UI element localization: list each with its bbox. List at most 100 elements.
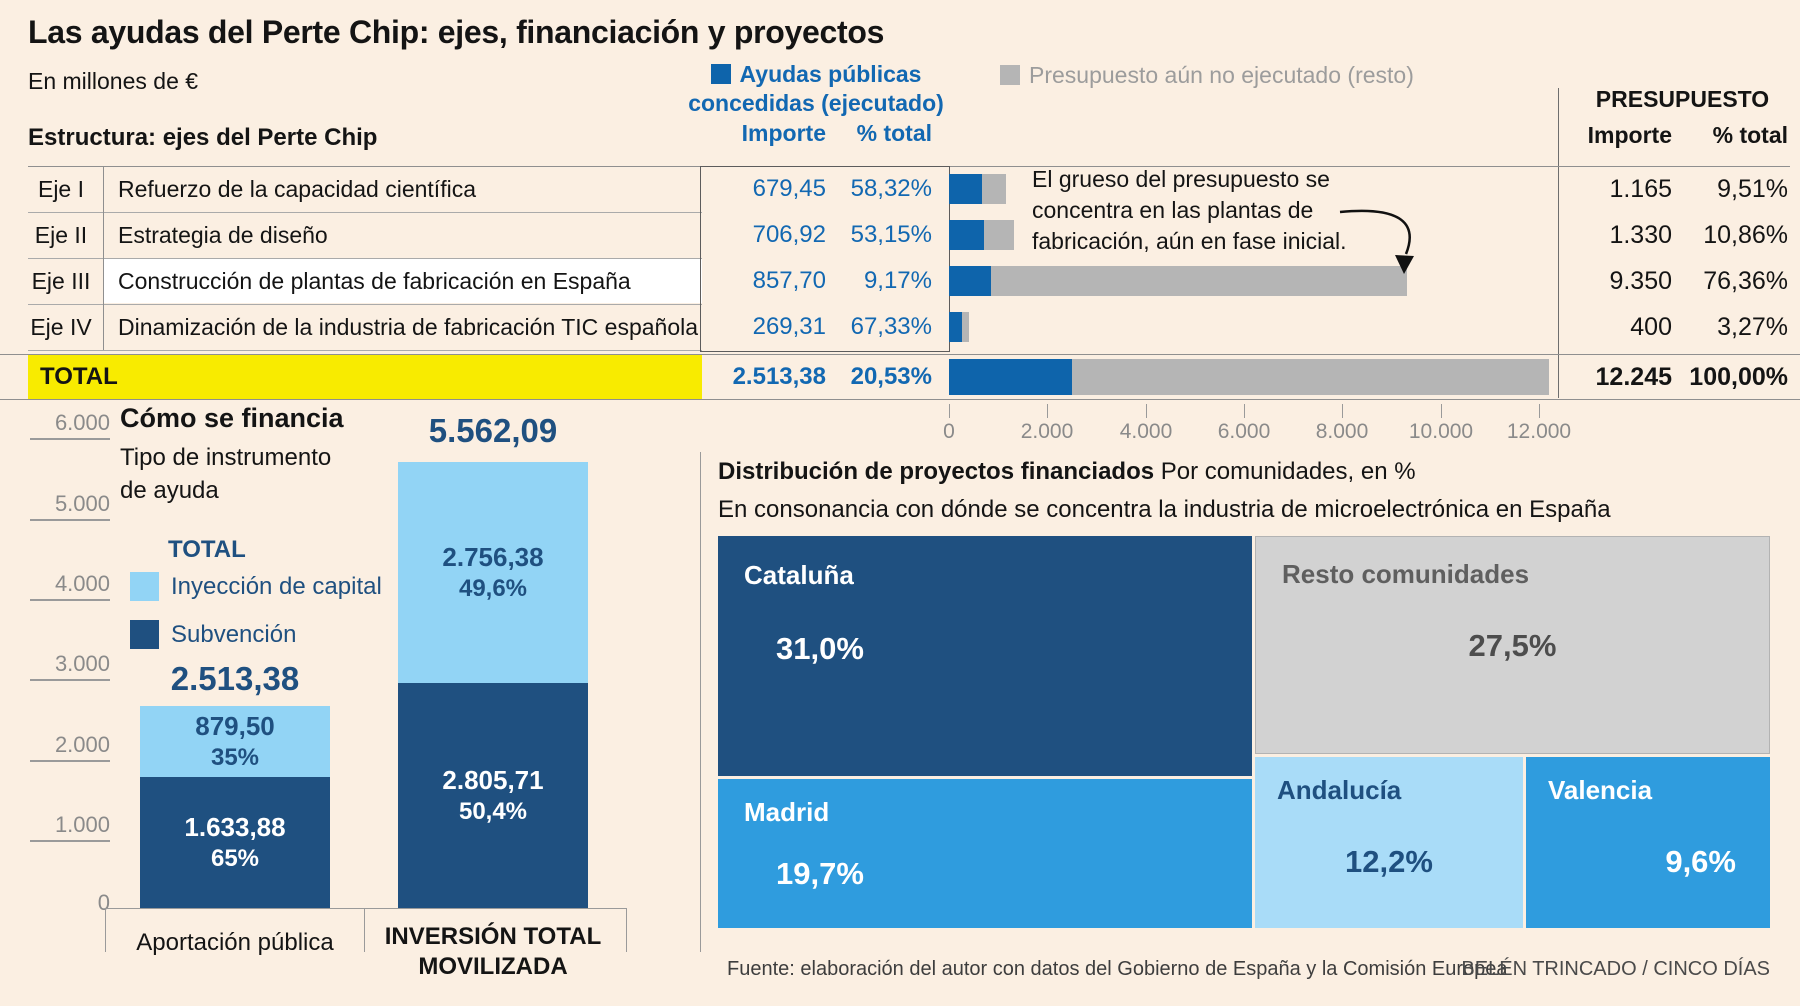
presupuesto-pct: 3,27% <box>1717 313 1788 341</box>
presupuesto-importe: 400 <box>1630 313 1672 341</box>
y-axis-label: 1.000 <box>30 812 110 842</box>
y-axis-label: 5.000 <box>30 491 110 521</box>
cell-name: Cataluña <box>744 560 854 590</box>
y-axis-label: 3.000 <box>30 651 110 681</box>
pct-value: 53,15% <box>850 221 932 248</box>
cell-pct: 19,7% <box>776 856 864 891</box>
bar-remaining <box>949 266 1407 296</box>
pct-value: 58,32% <box>850 175 932 202</box>
total-row: TOTAL 2.513,38 20,53% 12.245 100,00% <box>0 354 1800 400</box>
table-row: Eje III Construcción de plantas de fabri… <box>0 258 1800 304</box>
column-total: 5.562,09 <box>428 412 558 449</box>
cell-pct: 27,5% <box>1468 628 1557 663</box>
segment-capital: 879,50 35% <box>140 706 330 777</box>
x-axis-tick-label: 10.000 <box>1408 420 1474 443</box>
treemap-title: Distribución de proyectos financiados Po… <box>718 458 1416 486</box>
financing-title: Cómo se financia <box>120 403 344 433</box>
presupuesto-importe: 1.330 <box>1609 221 1672 249</box>
total-presupuesto: 12.245 <box>1595 363 1672 391</box>
baseline <box>105 908 627 909</box>
presupuesto-importe: 9.350 <box>1609 267 1672 295</box>
stacked-bar-inversion: 2.756,38 49,6% 2.805,71 50,4% <box>398 462 588 908</box>
presupuesto-pct: 76,36% <box>1703 267 1788 295</box>
x-axis-tick-label: 8.000 <box>1315 420 1369 443</box>
executed-swatch-icon <box>710 64 731 84</box>
col-header-pct: % total <box>856 120 932 146</box>
annotation-text: El grueso del presupuesto se concentra e… <box>1032 166 1347 254</box>
segment-value: 1.633,88 <box>184 811 286 842</box>
row-separator <box>28 258 702 259</box>
table-row: Eje II Estrategia de diseño 706,92 53,15… <box>0 212 1800 258</box>
subvencion-swatch-icon <box>130 620 159 649</box>
legend-capital: Inyección de capital <box>130 572 382 601</box>
eje-label: Estrategia de diseño <box>118 222 328 248</box>
table-row: Eje I Refuerzo de la capacidad científic… <box>0 166 1800 212</box>
pct-value: 9,17% <box>863 267 932 294</box>
x-axis-tick <box>1146 404 1147 418</box>
y-axis-label: 0 <box>97 890 110 915</box>
presupuesto-col-importe: Importe <box>1587 122 1672 148</box>
cell-pct: 12,2% <box>1345 844 1433 879</box>
treemap: Cataluña 31,0% Resto comunidades 27,5% M… <box>718 536 1770 928</box>
bar-executed <box>949 312 962 342</box>
x-axis-tick <box>1244 404 1245 418</box>
treemap-cell-andalucia: Andalucía 12,2% <box>1255 757 1523 928</box>
cell-name: Madrid <box>744 797 830 827</box>
presupuesto-divider <box>1558 88 1559 398</box>
treemap-cell-madrid: Madrid 19,7% <box>718 779 1252 928</box>
presupuesto-title: PRESUPUESTO <box>1595 86 1770 112</box>
segment-value: 2.805,71 <box>442 764 544 795</box>
category-label: INVERSIÓN TOTAL MOVILIZADA <box>384 923 602 980</box>
cell-name: Valencia <box>1548 775 1653 805</box>
pct-value: 67,33% <box>850 313 932 340</box>
importe-value: 269,31 <box>752 313 826 340</box>
bar-executed <box>949 220 984 250</box>
legend-remaining: Presupuesto aún no ejecutado (resto) <box>1000 62 1414 89</box>
x-axis-tick <box>1047 404 1048 418</box>
units-note: En millones de € <box>28 68 199 94</box>
y-axis-label: 6.000 <box>30 410 110 440</box>
presupuesto-col-pct: % total <box>1712 122 1788 148</box>
x-axis-tick-label: 0 <box>943 420 955 443</box>
legend-subvencion: Subvención <box>130 620 296 649</box>
cell-pct: 9,6% <box>1665 844 1736 879</box>
bar-executed <box>949 359 1072 395</box>
presupuesto-pct: 10,86% <box>1703 221 1788 249</box>
segment-subvencion: 2.805,71 50,4% <box>398 683 588 908</box>
treemap-title-bold: Distribución de proyectos financiados <box>718 458 1155 485</box>
segment-value: 2.756,38 <box>442 541 544 572</box>
treemap-cell-resto: Resto comunidades 27,5% <box>1255 536 1770 754</box>
segment-capital: 2.756,38 49,6% <box>398 462 588 683</box>
category-label: Aportación pública <box>136 929 334 956</box>
x-axis-tick <box>1539 404 1540 418</box>
treemap-cell-cataluna: Cataluña 31,0% <box>718 536 1252 776</box>
financing-legend-total: TOTAL <box>168 536 246 563</box>
column-total: 2.513,38 <box>170 660 300 697</box>
treemap-title-rest: Por comunidades, en % <box>1160 458 1416 485</box>
eje-column-divider <box>103 166 104 350</box>
segment-pct: 49,6% <box>458 574 528 602</box>
remaining-swatch-icon <box>1000 65 1020 85</box>
cell-pct: 31,0% <box>776 631 864 666</box>
total-presupuesto-pct: 100,00% <box>1689 363 1788 391</box>
category-tick <box>626 908 627 952</box>
treemap-cell-valencia: Valencia 9,6% <box>1526 757 1770 928</box>
presupuesto-importe: 1.165 <box>1609 175 1672 203</box>
total-label: TOTAL <box>40 363 118 390</box>
eje-id: Eje III <box>31 268 91 294</box>
x-axis-tick-label: 2.000 <box>1020 420 1074 443</box>
x-axis-tick <box>949 404 950 418</box>
legend-executed: Ayudas públicas concedidas (ejecutado) <box>670 60 962 118</box>
credit-note: BELÉN TRINCADO / CINCO DÍAS <box>1461 958 1770 980</box>
bar-executed <box>949 266 991 296</box>
segment-pct: 50,4% <box>458 797 528 825</box>
bar-executed <box>949 174 982 204</box>
eje-id: Eje I <box>37 176 85 202</box>
stacked-bar-aportacion: 879,50 35% 1.633,88 65% <box>140 706 330 908</box>
y-axis-label: 4.000 <box>30 571 110 601</box>
source-note: Fuente: elaboración del autor con datos … <box>727 958 1508 980</box>
row-separator <box>28 304 702 305</box>
total-importe: 2.513,38 <box>732 363 826 390</box>
segment-value: 879,50 <box>195 710 275 741</box>
